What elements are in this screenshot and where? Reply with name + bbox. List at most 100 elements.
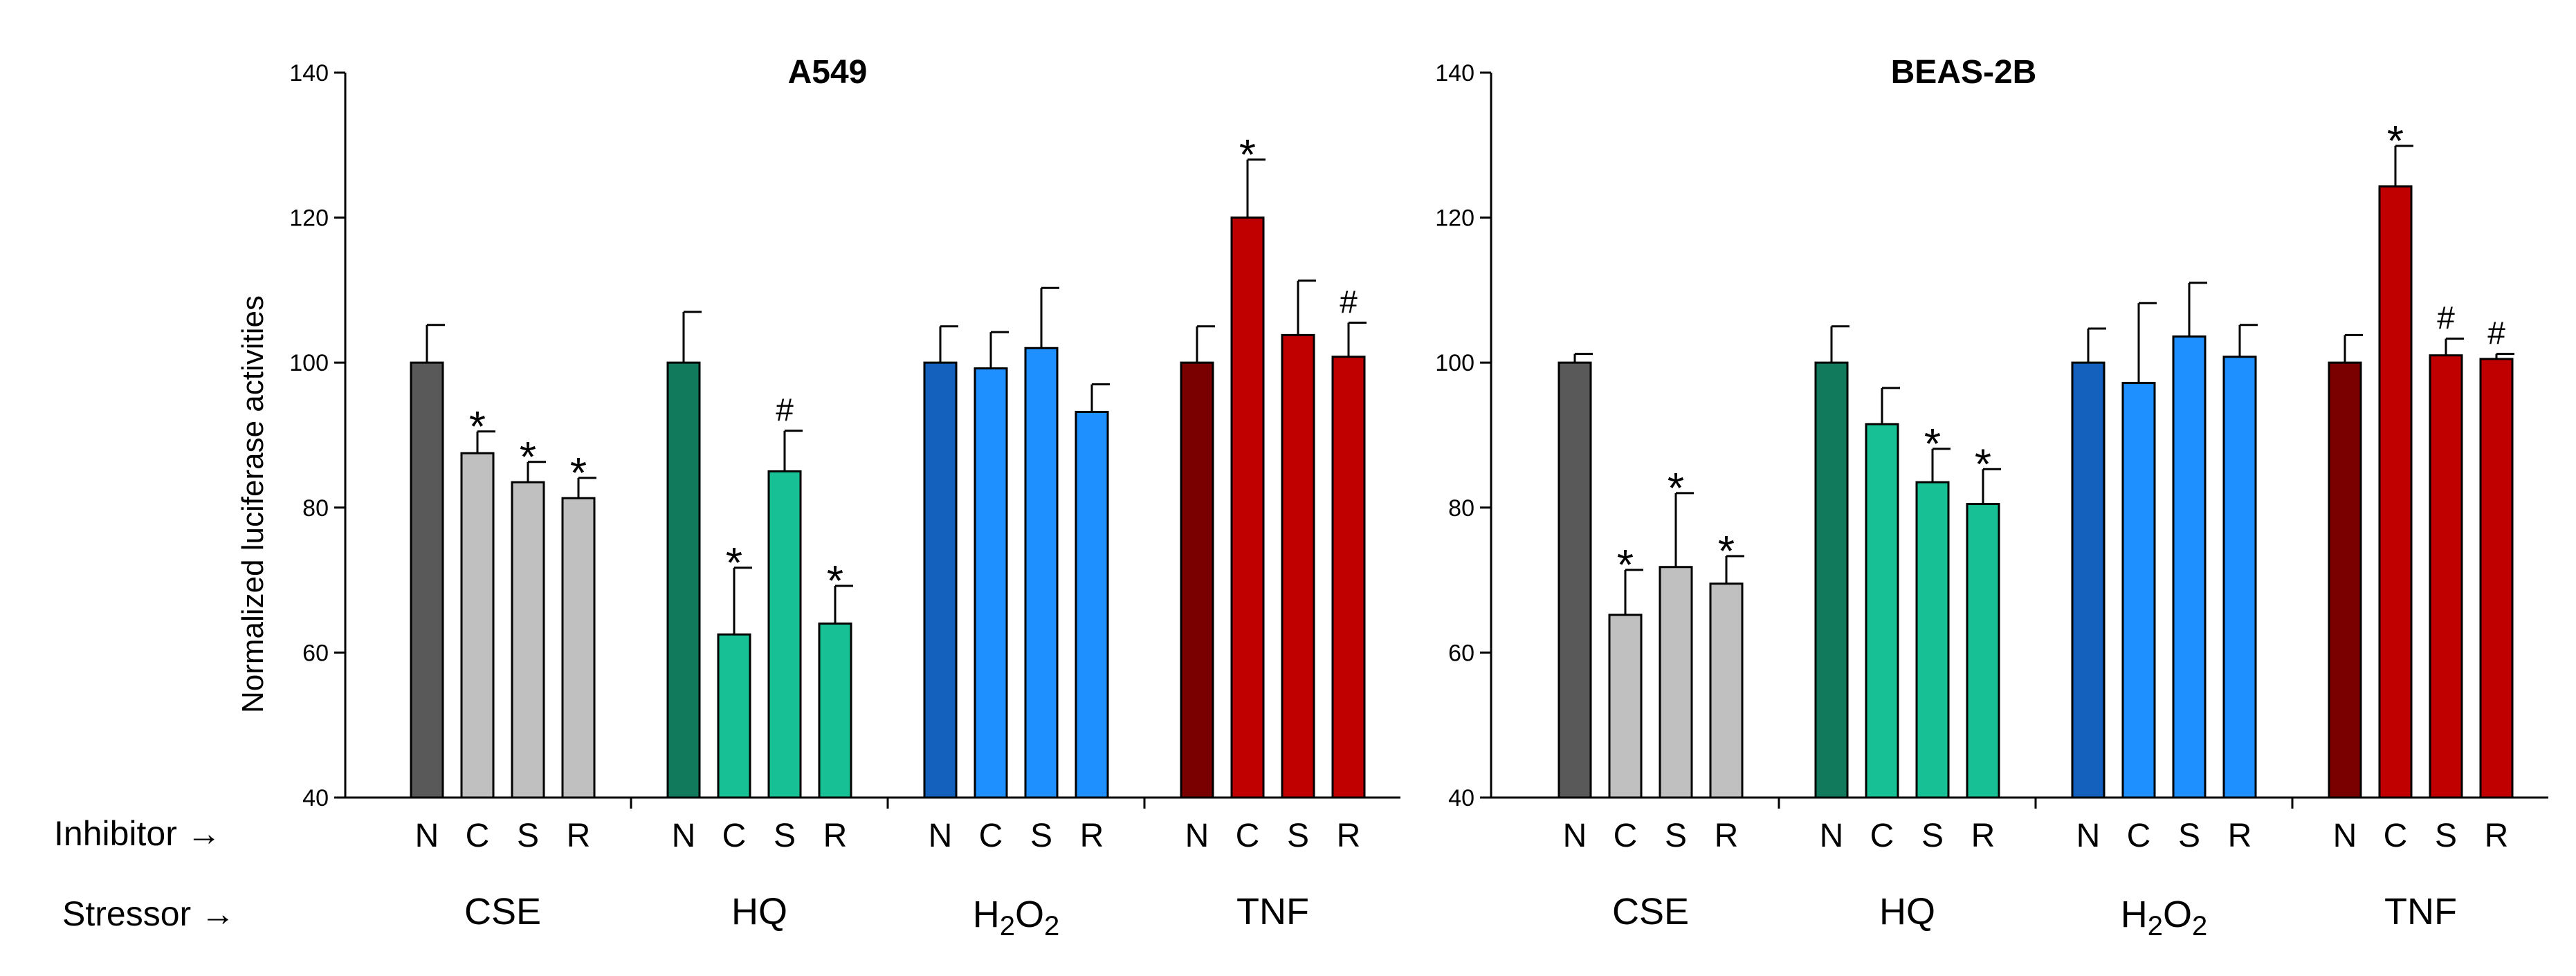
y-tick-label: 40 xyxy=(1448,785,1474,811)
inhibitor-label: C xyxy=(1236,818,1260,854)
inhibitor-label: N xyxy=(2333,818,2357,854)
y-tick-label: 60 xyxy=(302,640,329,666)
inhibitor-label: N xyxy=(672,818,696,854)
stressor-row-label: Stressor → xyxy=(62,894,235,933)
y-axis-label: Normalized luciferase activities xyxy=(236,295,270,713)
bar-h2o2-c xyxy=(974,367,1008,799)
bar-h2o2-s xyxy=(1024,347,1059,799)
significance-star: * xyxy=(469,403,486,451)
significance-star: * xyxy=(570,450,587,497)
y-tick-label: 60 xyxy=(1448,640,1474,666)
y-tick-label: 80 xyxy=(302,495,329,522)
stressor-label: H2O2 xyxy=(973,894,1060,941)
inhibitor-label: C xyxy=(979,818,1003,854)
bar-cse-s xyxy=(511,481,545,799)
bar-tnf-r xyxy=(2479,358,2514,799)
panels: 40 60 80 100 120 140 A549 Normalized luciferase… xyxy=(236,54,2548,941)
stressor-label: CSE xyxy=(464,891,541,932)
y-tick-label: 40 xyxy=(302,785,329,811)
significance-hash: # xyxy=(1340,284,1358,320)
stressor-symbol: O xyxy=(1015,894,1044,935)
chart-title: BEAS-2B xyxy=(1891,54,2037,91)
inhibitor-label: S xyxy=(2435,818,2457,854)
inhibitor-label: R xyxy=(1337,818,1361,854)
inhibitor-label: R xyxy=(2228,818,2252,854)
bar-h2o2-r xyxy=(2222,356,2257,799)
significance-star: * xyxy=(1975,441,1991,488)
significance-star: * xyxy=(1617,542,1634,589)
inhibitor-label: S xyxy=(517,818,539,854)
bar-hq-r xyxy=(1966,503,2000,799)
bar-h2o2-n xyxy=(2071,361,2105,799)
stressor-label: CSE xyxy=(1612,891,1689,932)
inhibitor-label: R xyxy=(1715,818,1739,854)
significance-star: * xyxy=(1668,465,1684,513)
y-tick-label: 100 xyxy=(289,350,329,376)
stressor-symbol: H xyxy=(973,894,1000,935)
group-hq: N * C # S * R HQ xyxy=(630,311,853,932)
group-cse: N * C * S * R CSE xyxy=(410,324,596,932)
bar-h2o2-s xyxy=(2172,335,2207,799)
significance-star: * xyxy=(726,540,742,587)
significance-star: * xyxy=(1239,131,1256,179)
bar-tnf-c xyxy=(2378,185,2413,799)
significance-star: * xyxy=(1924,421,1941,468)
stressor-label: TNF xyxy=(2384,891,2457,932)
inhibitor-label: R xyxy=(1971,818,1995,854)
inhibitor-label: S xyxy=(1665,818,1687,854)
inhibitor-label: R xyxy=(823,818,848,854)
significance-star: * xyxy=(827,558,843,605)
inhibitor-label: R xyxy=(1080,818,1104,854)
inhibitor-label: C xyxy=(466,818,490,854)
inhibitor-label: S xyxy=(1030,818,1052,854)
y-tick-label: 140 xyxy=(289,60,329,86)
group-hq: N C * S * R HQ xyxy=(1778,325,2001,932)
bar-h2o2-r xyxy=(1075,410,1109,799)
stressor-subscript: 2 xyxy=(2192,911,2207,941)
stressor-symbol: H xyxy=(2121,894,2148,935)
stressor-subscript: 2 xyxy=(1000,911,1015,941)
inhibitor-label: S xyxy=(2178,818,2200,854)
bar-cse-n xyxy=(1558,361,1592,799)
stressor-subscript: 2 xyxy=(1044,911,1059,941)
bar-hq-c xyxy=(1865,423,1899,799)
inhibitor-label: N xyxy=(1185,818,1209,854)
bar-hq-s xyxy=(767,470,802,799)
inhibitor-label: N xyxy=(929,818,953,854)
bar-cse-c xyxy=(460,452,495,799)
inhibitor-label: C xyxy=(2127,818,2151,854)
bar-cse-r xyxy=(1709,582,1744,799)
inhibitor-label: N xyxy=(2076,818,2101,854)
bar-tnf-n xyxy=(2328,361,2362,799)
inhibitor-row-label: Inhibitor → xyxy=(54,814,221,853)
y-tick-label: 80 xyxy=(1448,495,1474,522)
inhibitor-label: R xyxy=(567,818,591,854)
bar-cse-r xyxy=(561,497,596,799)
bar-cse-n xyxy=(410,361,444,799)
stressor-label: TNF xyxy=(1236,891,1309,932)
y-tick-label: 100 xyxy=(1435,350,1474,376)
bar-hq-s xyxy=(1915,481,1950,799)
inhibitor-label: C xyxy=(2384,818,2408,854)
y-tick-label: 120 xyxy=(1435,205,1474,232)
inhibitor-label: R xyxy=(2485,818,2509,854)
bar-tnf-s xyxy=(2429,354,2463,799)
stressor-label: H2O2 xyxy=(2121,894,2208,941)
inhibitor-label: N xyxy=(415,818,439,854)
stressor-subscript: 2 xyxy=(2148,911,2163,941)
significance-hash: # xyxy=(2437,300,2455,336)
y-tick-label: 140 xyxy=(1435,60,1474,86)
bar-h2o2-n xyxy=(923,361,958,799)
inhibitor-label: C xyxy=(1870,818,1894,854)
bar-cse-s xyxy=(1659,566,1693,799)
significance-hash: # xyxy=(776,392,794,428)
bar-tnf-c xyxy=(1230,217,1265,799)
bar-hq-n xyxy=(1814,361,1849,799)
bar-h2o2-c xyxy=(2121,382,2156,799)
inhibitor-label: N xyxy=(1563,818,1587,854)
bar-tnf-n xyxy=(1180,361,1214,799)
